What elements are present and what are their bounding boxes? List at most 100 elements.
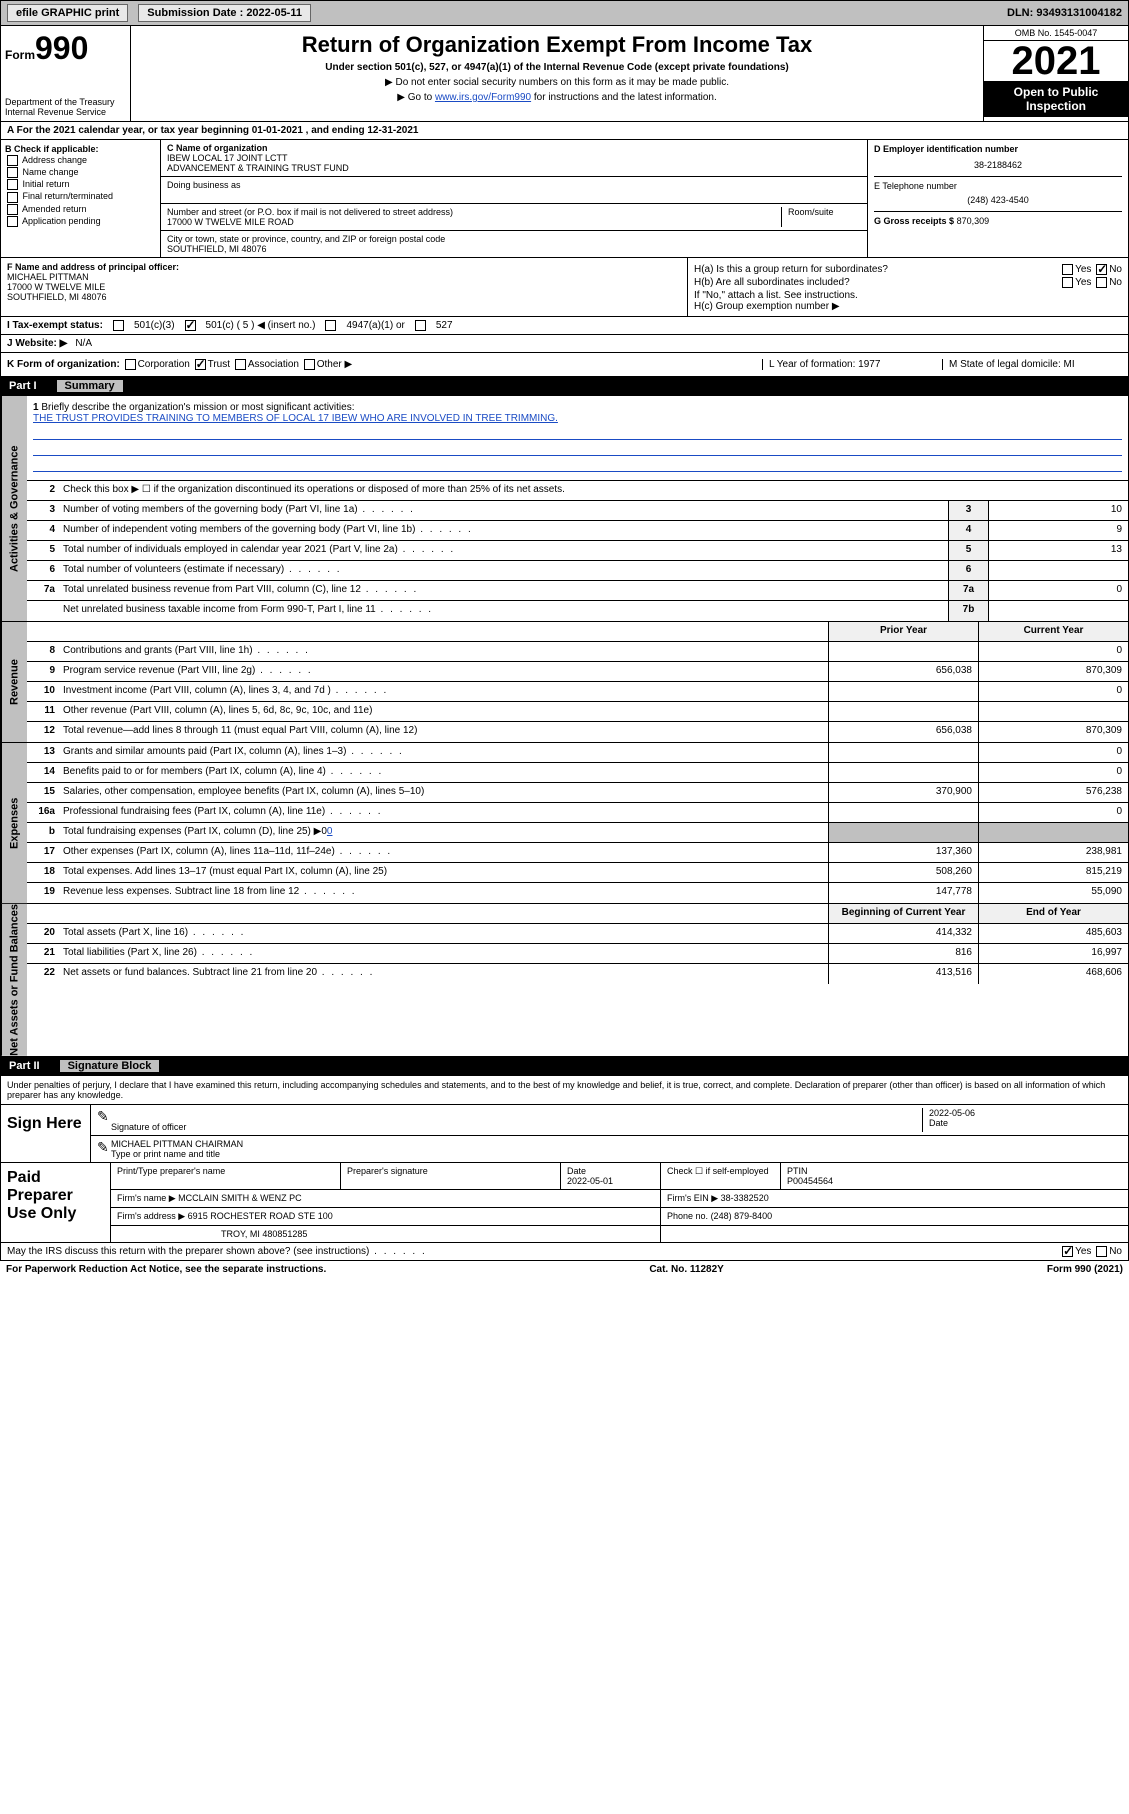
revenue-side-label: Revenue (1, 622, 27, 742)
part1-num: Part I (9, 380, 37, 392)
section-bcd: B Check if applicable: Address change Na… (0, 140, 1129, 258)
cb-501c3[interactable] (113, 320, 124, 331)
declaration-text: Under penalties of perjury, I declare th… (0, 1076, 1129, 1105)
gross-label: G Gross receipts $ (874, 216, 954, 226)
cb-trust[interactable] (195, 359, 206, 370)
part2-num: Part II (9, 1060, 40, 1072)
form-id-box: Form990 Department of the Treasury Inter… (1, 26, 131, 121)
efile-print-button[interactable]: efile GRAPHIC print (7, 4, 128, 22)
fundraising-link[interactable]: 0 (327, 826, 333, 837)
ha-no-checkbox[interactable] (1096, 264, 1107, 275)
org-name-2: ADVANCEMENT & TRAINING TRUST FUND (167, 163, 861, 173)
form-word: Form (5, 48, 35, 62)
part1-title: Summary (57, 380, 123, 392)
sign-here-label: Sign Here (1, 1105, 91, 1162)
cb-other[interactable] (304, 359, 315, 370)
expenses-table: Expenses 13Grants and similar amounts pa… (0, 743, 1129, 904)
pen-icon-2: ✎ (97, 1139, 111, 1159)
form-title: Return of Organization Exempt From Incom… (137, 32, 977, 58)
room-suite-label: Room/suite (781, 207, 861, 227)
section-f: F Name and address of principal officer:… (1, 258, 688, 316)
officer-name: MICHAEL PITTMAN (7, 272, 681, 282)
cb-final-return[interactable]: Final return/terminated (5, 191, 156, 202)
prep-name-header: Print/Type preparer's name (111, 1163, 341, 1189)
irs-label: Internal Revenue Service (5, 107, 126, 117)
year-box: OMB No. 1545-0047 2021 Open to Public In… (983, 26, 1128, 121)
officer-label: F Name and address of principal officer: (7, 262, 681, 272)
public-inspection-badge: Open to Public Inspection (984, 81, 1128, 117)
firm-ein: 38-3382520 (721, 1193, 769, 1203)
governance-table: Activities & Governance 1 Briefly descri… (0, 396, 1129, 622)
form-org-label: K Form of organization: (7, 359, 120, 370)
hb-note: If "No," attach a list. See instructions… (694, 290, 1122, 301)
discuss-text: May the IRS discuss this return with the… (7, 1246, 427, 1257)
cb-assoc[interactable] (235, 359, 246, 370)
submission-date-button[interactable]: Submission Date : 2022-05-11 (138, 4, 311, 22)
discuss-no-checkbox[interactable] (1096, 1246, 1107, 1257)
irs-link[interactable]: www.irs.gov/Form990 (435, 92, 531, 103)
hb-label: H(b) Are all subordinates included? (694, 277, 850, 288)
city-label: City or town, state or province, country… (167, 234, 861, 244)
expenses-side-label: Expenses (1, 743, 27, 903)
cb-527[interactable] (415, 320, 426, 331)
prep-selfemp-header: Check ☐ if self-employed (661, 1163, 781, 1189)
subtitle-1: Under section 501(c), 527, or 4947(a)(1)… (137, 62, 977, 73)
cb-initial-return[interactable]: Initial return (5, 179, 156, 190)
firm-addr2: TROY, MI 480851285 (111, 1226, 661, 1242)
dba-label: Doing business as (167, 180, 861, 190)
prep-sig-header: Preparer's signature (341, 1163, 561, 1189)
efile-topbar: efile GRAPHIC print Submission Date : 20… (0, 0, 1129, 26)
section-fh: F Name and address of principal officer:… (0, 258, 1129, 317)
discuss-yes-checkbox[interactable] (1062, 1246, 1073, 1257)
section-c: C Name of organization IBEW LOCAL 17 JOI… (161, 140, 868, 257)
sig-officer-label: Signature of officer (111, 1122, 922, 1132)
prior-year-header: Prior Year (828, 622, 978, 641)
ein-label: D Employer identification number (874, 144, 1122, 154)
tax-year: 2021 (984, 41, 1128, 81)
officer-addr2: SOUTHFIELD, MI 48076 (7, 292, 681, 302)
sig-date-label: Date (929, 1118, 1122, 1128)
hc-label: H(c) Group exemption number ▶ (694, 301, 1122, 312)
hb-yes-checkbox[interactable] (1062, 277, 1073, 288)
officer-print-name: MICHAEL PITTMAN CHAIRMAN (111, 1139, 1122, 1149)
street-address: 17000 W TWELVE MILE ROAD (167, 217, 781, 227)
cb-app-pending[interactable]: Application pending (5, 216, 156, 227)
cb-corp[interactable] (125, 359, 136, 370)
current-year-header: Current Year (978, 622, 1128, 641)
phone-label: E Telephone number (874, 181, 1122, 191)
section-d: D Employer identification number 38-2188… (868, 140, 1128, 257)
tax-period-row: A For the 2021 calendar year, or tax yea… (0, 122, 1129, 140)
form-number: 990 (35, 30, 88, 66)
section-h: H(a) Is this a group return for subordin… (688, 258, 1128, 316)
firm-phone: (248) 879-8400 (711, 1211, 773, 1221)
pen-icon: ✎ (97, 1108, 111, 1132)
end-year-header: End of Year (978, 904, 1128, 923)
cb-amended[interactable]: Amended return (5, 204, 156, 215)
cb-501c[interactable] (185, 320, 196, 331)
prep-date: 2022-05-01 (567, 1176, 613, 1186)
title-box: Return of Organization Exempt From Incom… (131, 26, 983, 121)
dept-label: Department of the Treasury (5, 97, 126, 107)
hb-no-checkbox[interactable] (1096, 277, 1107, 288)
ha-yes-checkbox[interactable] (1062, 264, 1073, 275)
sign-here-row: Sign Here ✎ Signature of officer 2022-05… (0, 1105, 1129, 1163)
website-value: N/A (75, 338, 92, 349)
cb-name-change[interactable]: Name change (5, 167, 156, 178)
part1-header: Part I Summary (0, 377, 1129, 396)
cat-number: Cat. No. 11282Y (649, 1264, 723, 1275)
website-label: J Website: ▶ (7, 338, 67, 349)
org-name-1: IBEW LOCAL 17 JOINT LCTT (167, 153, 861, 163)
revenue-table: Revenue Prior YearCurrent Year 8Contribu… (0, 622, 1129, 743)
year-formation: L Year of formation: 1977 (762, 359, 942, 370)
cb-address-change[interactable]: Address change (5, 155, 156, 166)
netassets-table: Net Assets or Fund Balances Beginning of… (0, 904, 1129, 1057)
paperwork-notice: For Paperwork Reduction Act Notice, see … (6, 1264, 326, 1275)
discuss-row: May the IRS discuss this return with the… (0, 1243, 1129, 1261)
mission-block: 1 Briefly describe the organization's mi… (27, 396, 1128, 481)
preparer-label: Paid Preparer Use Only (1, 1163, 111, 1242)
subtitle-3: ▶ Go to www.irs.gov/Form990 for instruct… (137, 92, 977, 103)
part2-title: Signature Block (60, 1060, 160, 1072)
city-state-zip: SOUTHFIELD, MI 48076 (167, 244, 861, 254)
form-header: Form990 Department of the Treasury Inter… (0, 26, 1129, 122)
cb-4947[interactable] (325, 320, 336, 331)
